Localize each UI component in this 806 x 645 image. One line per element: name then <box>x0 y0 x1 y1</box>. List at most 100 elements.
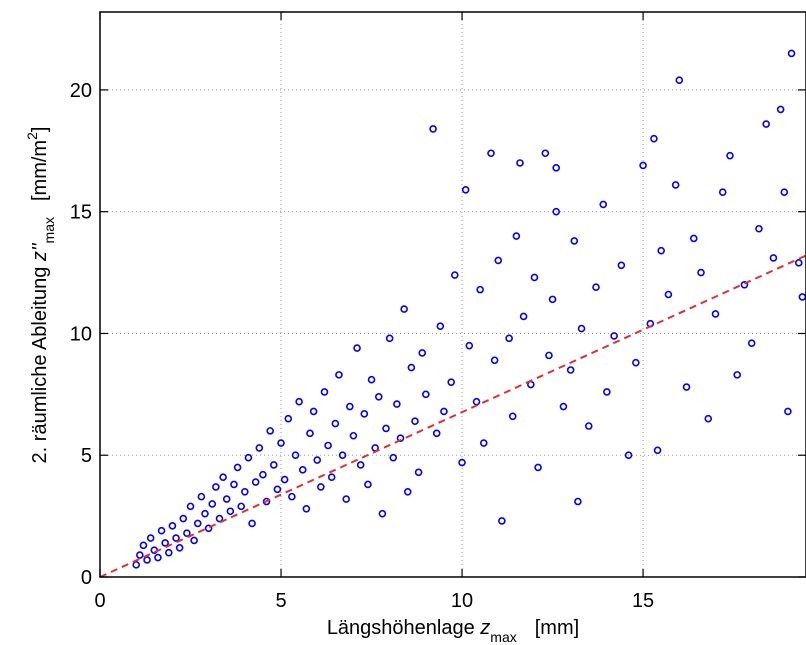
data-point <box>164 548 173 557</box>
data-point <box>143 556 151 564</box>
y-axis-label: 2. räumliche Ableitung z''max [mm/m2] <box>24 127 57 464</box>
data-point <box>422 390 430 399</box>
data-point <box>298 466 307 474</box>
data-point <box>704 414 713 423</box>
data-point <box>374 392 383 401</box>
data-point <box>592 283 600 291</box>
x-axis-label: Längshöhenlage zmax [mm] <box>327 617 579 645</box>
data-point <box>136 551 144 559</box>
data-point <box>132 561 141 569</box>
data-point <box>346 402 354 411</box>
data-point <box>331 419 340 428</box>
data-point <box>505 334 513 343</box>
data-point <box>682 383 691 391</box>
data-point <box>179 514 188 523</box>
data-point <box>212 483 220 491</box>
data-point <box>280 475 289 484</box>
data-point <box>534 463 542 472</box>
data-point <box>204 524 213 533</box>
data-point <box>508 412 517 421</box>
data-point <box>273 485 282 494</box>
data-point <box>776 105 785 114</box>
data-point <box>364 480 372 489</box>
data-point <box>251 478 260 486</box>
data-point <box>324 441 332 450</box>
data-point <box>291 451 300 460</box>
x-axis-label-unit: [mm] <box>535 617 579 639</box>
data-point <box>552 207 560 216</box>
data-point <box>769 254 778 262</box>
data-point <box>146 534 155 542</box>
data-point <box>266 427 274 435</box>
data-point <box>393 400 401 408</box>
data-point <box>197 492 206 501</box>
x-tick-labels: 0 5 10 15 <box>94 590 654 612</box>
data-point <box>794 259 803 267</box>
data-point <box>465 341 474 350</box>
data-point <box>295 397 303 406</box>
data-point <box>414 468 423 477</box>
data-point <box>653 446 662 455</box>
data-point <box>241 487 249 496</box>
data-point <box>650 134 658 143</box>
x-axis-label-sub: max <box>490 629 516 645</box>
data-point <box>479 439 488 447</box>
data-point <box>755 224 763 233</box>
data-point <box>461 185 470 194</box>
data-point <box>632 358 640 367</box>
y-axis-label-sub: max <box>41 217 57 243</box>
data-point <box>711 310 720 318</box>
data-point <box>494 256 503 265</box>
data-point <box>302 505 311 513</box>
data-point <box>657 246 665 255</box>
data-point <box>664 290 673 299</box>
data-point <box>458 458 466 467</box>
data-point <box>559 402 568 411</box>
data-point <box>208 500 217 508</box>
data-point <box>233 463 242 472</box>
data-point <box>733 371 742 379</box>
data-point <box>407 363 416 372</box>
data-point <box>747 339 756 348</box>
data-point <box>476 285 484 294</box>
data-point <box>577 324 586 333</box>
y-tick-label: 0 <box>81 567 92 589</box>
data-point <box>154 553 162 562</box>
data-point <box>193 519 202 528</box>
data-point <box>157 526 166 535</box>
trend-line <box>99 254 806 578</box>
data-point <box>244 453 253 462</box>
data-point <box>436 322 445 330</box>
data-point <box>512 232 521 240</box>
data-points <box>132 49 806 569</box>
x-tick-label: 0 <box>94 590 105 612</box>
data-point <box>139 541 148 550</box>
data-point <box>798 293 806 301</box>
data-point <box>472 397 481 406</box>
grid-lines <box>100 12 806 577</box>
data-point <box>639 161 647 170</box>
data-point <box>230 480 238 489</box>
data-point <box>378 509 387 518</box>
data-point <box>400 305 408 313</box>
trend-line-path <box>99 254 806 578</box>
data-point <box>584 422 593 430</box>
data-point <box>317 483 325 491</box>
x-axis-label-var: z <box>479 617 490 639</box>
data-point <box>530 273 539 282</box>
data-point <box>269 461 278 469</box>
data-point <box>697 268 705 277</box>
data-point <box>487 149 495 158</box>
y-axis-label-var: z'' <box>29 242 51 262</box>
data-point <box>490 356 499 365</box>
data-point <box>219 473 227 481</box>
y-tick-labels: 0 5 10 15 20 <box>70 80 92 589</box>
data-point <box>360 410 369 418</box>
data-point <box>403 487 412 496</box>
data-point <box>780 188 789 197</box>
data-point <box>574 497 582 506</box>
data-point <box>248 519 256 528</box>
y-axis-label-unit-sup: 2 <box>24 132 40 140</box>
data-point <box>356 461 365 469</box>
